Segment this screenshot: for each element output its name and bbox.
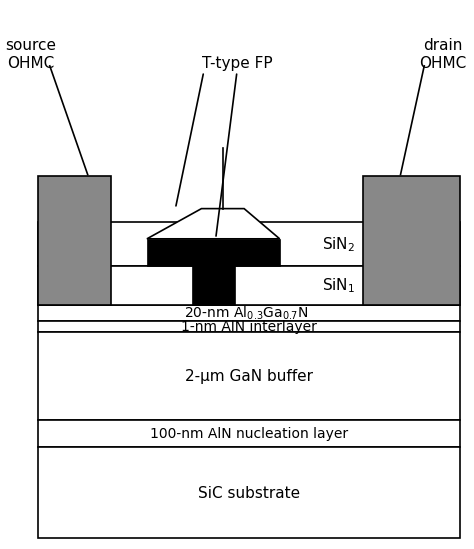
Text: 20-nm Al$_{0.3}$Ga$_{0.7}$N: 20-nm Al$_{0.3}$Ga$_{0.7}$N [184,304,309,322]
Bar [147,239,280,266]
Text: SiC substrate: SiC substrate [198,485,300,501]
Bar [192,266,235,305]
Bar [38,321,460,332]
Bar [38,222,460,266]
Bar [38,420,460,447]
Bar [38,447,460,538]
Text: source
OHMC: source OHMC [5,38,56,71]
Bar [38,266,460,305]
Polygon shape [147,209,280,239]
Text: 2-μm GaN buffer: 2-μm GaN buffer [185,368,313,384]
Text: drain
OHMC: drain OHMC [419,38,467,71]
Text: SiN$_1$: SiN$_1$ [322,276,356,295]
Text: 1-nm AlN interlayer: 1-nm AlN interlayer [181,320,317,334]
Bar [363,176,460,305]
Text: 100-nm AlN nucleation layer: 100-nm AlN nucleation layer [150,427,348,441]
Text: T-type FP: T-type FP [202,57,272,71]
Bar [38,332,460,420]
Bar [38,176,111,305]
Bar [38,305,460,321]
Text: SiN$_2$: SiN$_2$ [322,235,356,254]
